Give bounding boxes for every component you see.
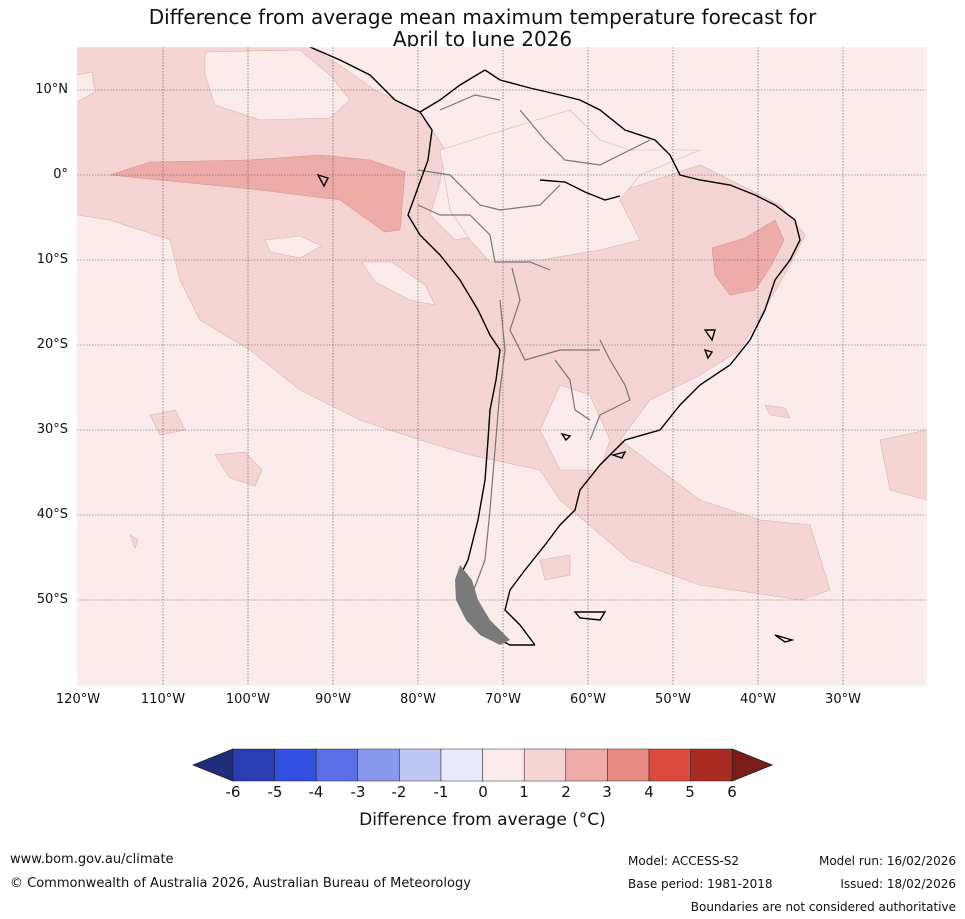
- colorbar-segment: [274, 748, 317, 782]
- colorbar-segment: [357, 748, 400, 782]
- model-run-date: Model run: 16/02/2026: [818, 854, 956, 868]
- lon-label-70w: 70°W: [485, 692, 521, 707]
- lat-label-40s: 40°S: [36, 507, 68, 522]
- colorbar-label: Difference from average (°C): [359, 810, 606, 830]
- colorbar-tick: -2: [391, 783, 407, 801]
- lat-label-10n: 10°N: [35, 82, 68, 97]
- base-period: Base period: 1981-2018: [628, 877, 773, 891]
- lon-label-80w: 80°W: [400, 692, 436, 707]
- colorbar-segment: [690, 748, 733, 782]
- colorbar-extend-low: [191, 748, 234, 782]
- colorbar-segment: [523, 748, 567, 782]
- country-borders: [417, 94, 651, 601]
- issued-date: Issued: 18/02/2026: [840, 877, 956, 891]
- lon-label-90w: 90°W: [315, 692, 351, 707]
- colorbar-tick: -4: [308, 783, 324, 801]
- lon-label-120w: 120°W: [55, 692, 101, 707]
- colorbar-tick: 6: [727, 783, 737, 801]
- lon-label-30w: 30°W: [825, 692, 861, 707]
- colorbar-tick: 0: [478, 783, 488, 801]
- lat-label-50s: 50°S: [36, 592, 68, 607]
- model-name: Model: ACCESS-S2: [628, 854, 740, 868]
- patagonian-islands: [455, 565, 510, 645]
- lat-label-equator: 0°: [53, 167, 68, 182]
- colorbar-segment: [482, 748, 525, 782]
- colorbar-segment: [399, 748, 442, 782]
- lon-label-60w: 60°W: [570, 692, 606, 707]
- colorbar-segment: [440, 748, 483, 782]
- colorbar-segment: [232, 748, 275, 782]
- colorbar-segment: [565, 748, 608, 782]
- colorbar-tick: -1: [433, 783, 449, 801]
- copyright-text: © Commonwealth of Australia 2026, Austra…: [10, 876, 471, 891]
- lon-label-110w: 110°W: [140, 692, 186, 707]
- colorbar-segment: [607, 748, 650, 782]
- colorbar-tick: -5: [267, 783, 283, 801]
- colorbar-extend-high: [731, 748, 774, 782]
- lon-label-40w: 40°W: [740, 692, 776, 707]
- colorbar-tick: 1: [519, 783, 529, 801]
- colorbar-segment: [315, 748, 359, 782]
- lon-label-50w: 50°W: [655, 692, 691, 707]
- boundaries-disclaimer: Boundaries are not considered authoritat…: [690, 900, 956, 914]
- lat-label-30s: 30°S: [36, 422, 68, 437]
- lat-label-20s: 20°S: [36, 337, 68, 352]
- colorbar-tick: 3: [602, 783, 612, 801]
- map-title-line1: Difference from average mean maximum tem…: [148, 5, 817, 29]
- lat-label-10s: 10°S: [36, 252, 68, 267]
- bom-climate-link[interactable]: www.bom.gov.au/climate: [10, 852, 174, 867]
- map-title-line2: April to June 2026: [392, 27, 573, 51]
- colorbar-tick: 4: [644, 783, 654, 801]
- anomaly-field-2-3: [109, 154, 785, 296]
- colorbar-tick: 2: [561, 783, 571, 801]
- colorbar-tick: -3: [350, 783, 366, 801]
- colorbar-tick: -6: [225, 783, 241, 801]
- colorbar-tick: 5: [685, 783, 695, 801]
- colorbar-segment: [648, 748, 691, 782]
- lon-label-100w: 100°W: [225, 692, 271, 707]
